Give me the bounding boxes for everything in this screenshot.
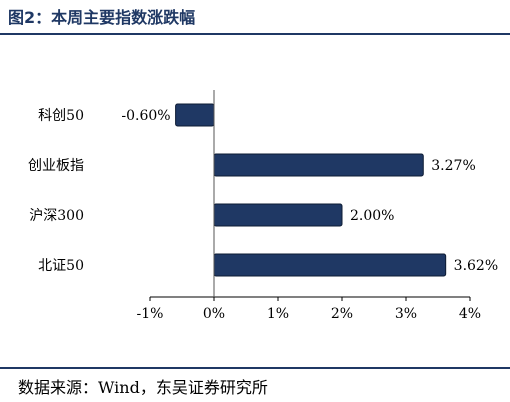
source-note: 数据来源：Wind，东吴证券研究所: [18, 378, 268, 397]
x-tick-label: 1%: [267, 306, 289, 322]
bar: [213, 153, 424, 177]
x-tick-label: -1%: [137, 306, 164, 322]
bar: [213, 253, 447, 277]
value-label: 2.00%: [350, 208, 394, 224]
x-tick-label: 3%: [395, 306, 417, 322]
bar-chart: -1% 0% 1% 2% 3% 4% 科创50 -0.60% 创业板指 3.27% 沪深300 2.0…: [28, 90, 498, 322]
category-label: 北证50: [38, 258, 84, 274]
category-label: 沪深300: [29, 208, 84, 224]
bar: [175, 103, 215, 127]
bar: [213, 203, 343, 227]
value-label: 3.62%: [454, 258, 498, 274]
footer-rule: [0, 367, 510, 369]
category-label: 创业板指: [28, 158, 84, 174]
figure-title: 图2：本周主要指数涨跌幅: [8, 8, 196, 27]
value-label: -0.60%: [121, 108, 170, 124]
x-tick-label: 4%: [459, 306, 481, 322]
value-label: 3.27%: [431, 158, 475, 174]
category-label: 科创50: [38, 108, 84, 124]
x-tick-label: 2%: [331, 306, 353, 322]
x-tick-label: 0%: [203, 306, 225, 322]
title-rule: [0, 33, 510, 35]
